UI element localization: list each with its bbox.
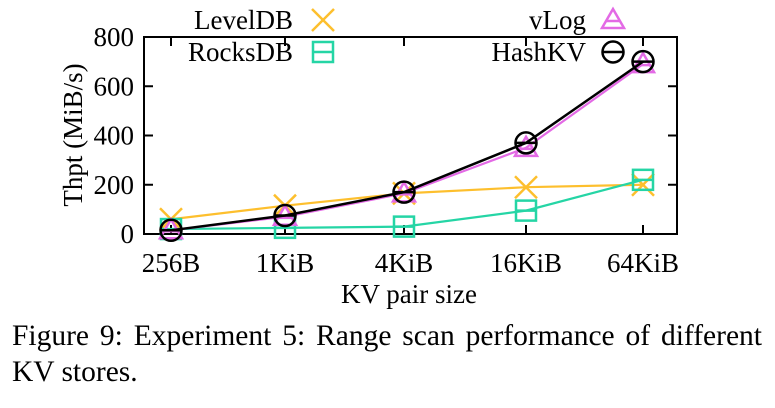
- range-scan-chart: 0 200 400 600 800 256B 1KiB 4KiB 16KiB 64KiB Leve…: [58, 5, 680, 309]
- x-tick-label: 64KiB: [607, 248, 679, 278]
- hashkv-point: [273, 203, 297, 228]
- y-axis-title: Thpt (MiB/s): [58, 63, 88, 206]
- x-tick-label: 16KiB: [490, 248, 562, 278]
- series-layer: [157, 49, 657, 243]
- leveldb-point: [514, 175, 538, 200]
- x-tick-label: 4KiB: [375, 248, 434, 278]
- hashkv-point: [159, 218, 183, 243]
- rocksdb-point: [514, 199, 538, 222]
- legend-label-leveldb: LevelDB: [194, 5, 293, 35]
- y-tick-label: 600: [94, 71, 135, 101]
- hashkv-point: [631, 49, 655, 74]
- y-tick-label: 400: [94, 121, 135, 151]
- rocksdb-point: [392, 215, 416, 238]
- y-tick-label: 800: [94, 22, 135, 52]
- legend-marker-vlog: [599, 6, 627, 30]
- leveldb-point: [631, 172, 655, 197]
- x-tick-label: 256B: [142, 248, 201, 278]
- vlog-series-line: [170, 63, 644, 232]
- legend-marker-rocksdb: [311, 40, 335, 64]
- x-axis-title: KV pair size: [341, 279, 477, 309]
- hashkv-series-line: [170, 60, 644, 232]
- legend-marker-leveldb: [311, 8, 335, 32]
- y-tick-label: 0: [121, 219, 135, 249]
- legend-label-vlog: vLog: [529, 5, 586, 35]
- legend-label-rocksdb: RocksDB: [188, 37, 293, 67]
- legend-label-hashkv: HashKV: [492, 37, 587, 67]
- hashkv-point: [514, 131, 538, 155]
- hashkv-point: [392, 180, 416, 204]
- rocksdb-point: [631, 168, 655, 192]
- x-tick-label: 1KiB: [256, 248, 315, 278]
- legend-marker-hashkv: [601, 40, 625, 64]
- ticks: 0 200 400 600 800 256B 1KiB 4KiB 16KiB 64KiB: [94, 22, 680, 278]
- figure-caption: Figure 9: Experiment 5: Range scan perfo…: [12, 320, 762, 388]
- y-tick-label: 200: [94, 170, 135, 200]
